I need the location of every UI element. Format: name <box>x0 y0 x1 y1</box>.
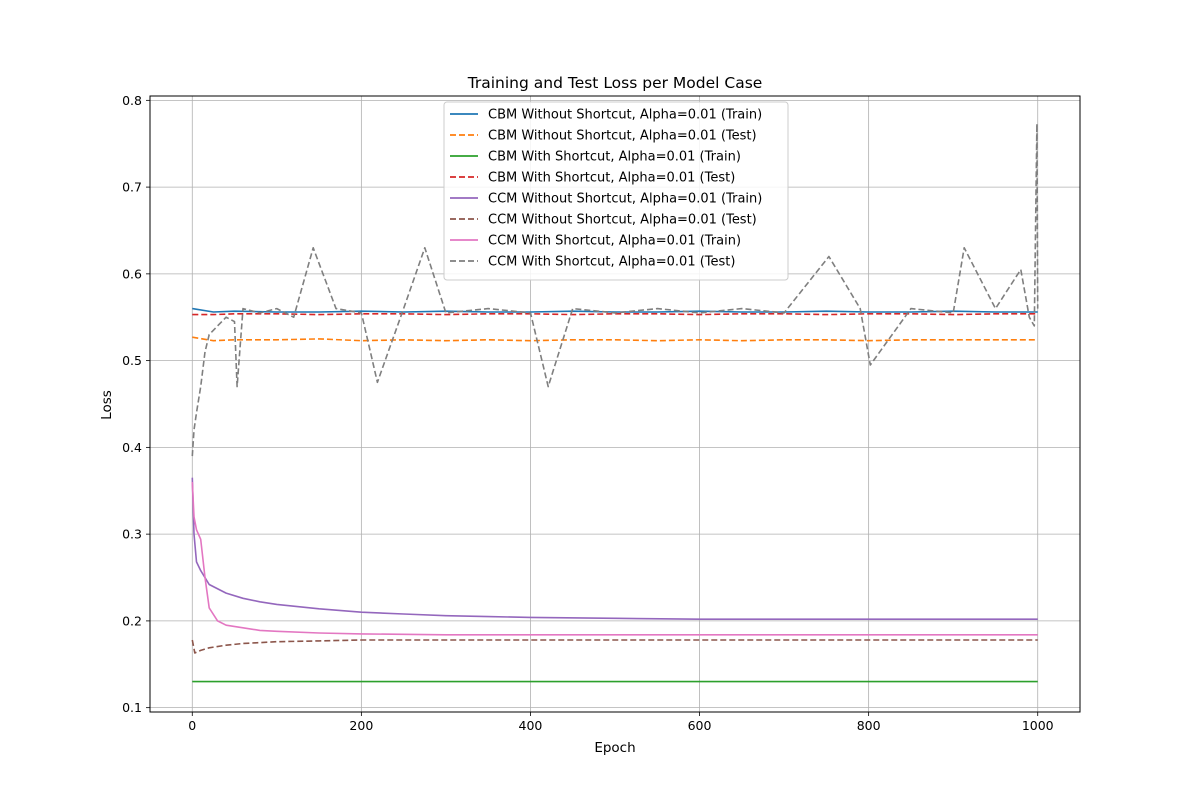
legend-label: CCM With Shortcut, Alpha=0.01 (Train) <box>488 234 741 249</box>
legend-label: CBM Without Shortcut, Alpha=0.01 (Train) <box>488 108 762 123</box>
legend-box <box>443 101 789 281</box>
x-tick-label: 600 <box>688 718 712 733</box>
legend-label: CCM Without Shortcut, Alpha=0.01 (Test) <box>488 213 757 228</box>
y-tick-label: 0.3 <box>122 527 142 542</box>
y-tick-label: 0.2 <box>122 613 142 628</box>
series-line-6 <box>191 639 1038 654</box>
legend-label: CCM Without Shortcut, Alpha=0.01 (Train) <box>488 192 762 207</box>
legend-label: CCM With Shortcut, Alpha=0.01 (Test) <box>488 255 735 270</box>
x-tick-label: 800 <box>857 718 881 733</box>
x-tick-label: 1000 <box>1022 718 1054 733</box>
y-tick-label: 0.1 <box>122 700 142 715</box>
x-axis-ticks: 0 200 400 600 800 1000 <box>188 712 1054 733</box>
x-tick-label: 200 <box>349 718 373 733</box>
series-line-7 <box>191 482 1038 636</box>
y-axis-ticks: 0.1 0.2 0.3 0.4 0.5 0.6 0.7 0.8 <box>122 93 150 715</box>
y-tick-label: 0.4 <box>122 440 142 455</box>
legend-label: CBM With Shortcut, Alpha=0.01 (Train) <box>488 150 741 165</box>
series-layer <box>191 123 1039 683</box>
y-tick-label: 0.7 <box>122 180 142 195</box>
y-tick-label: 0.8 <box>122 93 142 108</box>
x-axis-label: Epoch <box>594 740 635 756</box>
series-line-8 <box>191 123 1039 457</box>
y-axis-label: Loss <box>99 390 115 420</box>
y-tick-label: 0.5 <box>122 353 142 368</box>
legend: CBM Without Shortcut, Alpha=0.01 (Train)… <box>443 101 789 281</box>
x-tick-label: 400 <box>519 718 543 733</box>
y-tick-label: 0.6 <box>122 266 142 281</box>
axes-frame <box>149 95 1081 713</box>
x-tick-label: 0 <box>188 718 196 733</box>
legend-label: CBM Without Shortcut, Alpha=0.01 (Test) <box>488 129 757 144</box>
series-line-1 <box>192 307 1038 313</box>
series-line-2 <box>192 336 1038 342</box>
series-line-4 <box>192 312 1038 316</box>
chart-title: Training and Test Loss per Model Case <box>467 74 763 92</box>
series-line-5 <box>191 477 1038 621</box>
legend-label: CBM With Shortcut, Alpha=0.01 (Test) <box>488 171 735 186</box>
